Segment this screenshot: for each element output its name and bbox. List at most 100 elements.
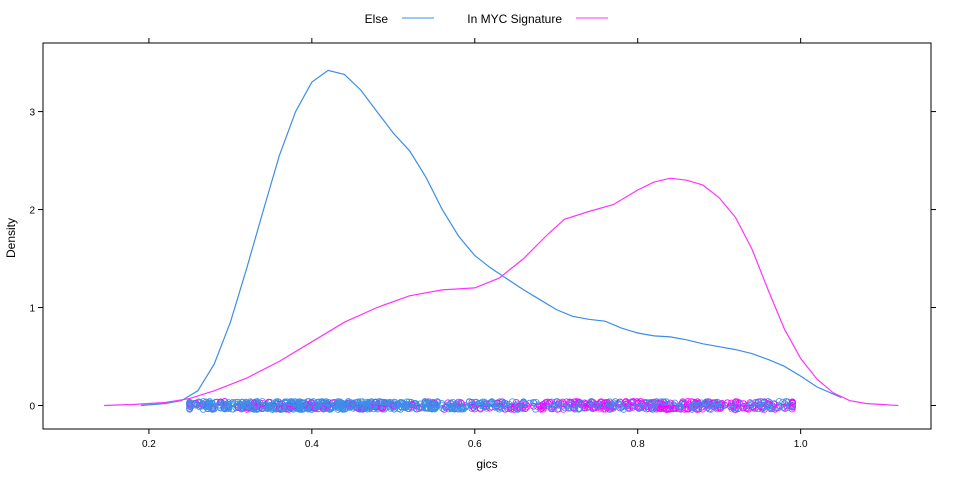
rug-else-67	[529, 399, 537, 406]
y-axis: 0 1 2 3	[29, 108, 936, 412]
rug-else-b-221	[547, 404, 555, 412]
rug-myc-261	[540, 404, 548, 411]
rug-else-b-251	[429, 398, 437, 406]
rug-else-b-88	[728, 405, 736, 413]
rug-else-b-107	[242, 400, 250, 408]
rug-else-697	[403, 401, 411, 408]
rug-else-b-146	[433, 402, 440, 410]
rug-myc-219	[664, 405, 672, 413]
rug-else-b-83	[479, 402, 487, 410]
rug-else-b-35	[422, 404, 430, 412]
rug-else-b-168	[753, 399, 760, 407]
rug-else-b-210	[318, 398, 326, 406]
rug-else-b-174	[590, 401, 598, 409]
rug-myc-290	[789, 399, 796, 406]
rug-else-b-159	[240, 402, 248, 410]
rug-else-b-87	[636, 403, 644, 411]
rug-else-b-137	[548, 403, 556, 411]
rug-else-b-91	[520, 398, 527, 406]
rug-else-b-213	[748, 400, 756, 408]
rug-else-b-56	[275, 398, 283, 406]
rug-myc-190	[663, 405, 670, 413]
rug-else-b-7	[662, 398, 670, 406]
rug-else-b-196	[199, 398, 207, 405]
x-tick-label-2: 0.6	[468, 439, 482, 450]
rug-else-557	[775, 398, 783, 405]
rug-myc-193	[367, 403, 374, 411]
rug-else-b-186	[640, 398, 648, 406]
rug-else-161	[438, 399, 445, 407]
rug-myc-224	[560, 400, 568, 408]
y-tick-label-1: 1	[29, 304, 35, 315]
rug-else-b-180	[669, 403, 677, 411]
rug-else-b-150	[515, 404, 523, 412]
rug-myc-225	[629, 398, 637, 405]
x-axis: 0.2 0.4 0.6 0.8 1.0	[142, 38, 808, 450]
rug-else-b-244	[696, 400, 704, 408]
legend-label-else: Else	[365, 12, 389, 26]
rug-myc-271	[687, 398, 695, 405]
rug-else-b-204	[425, 398, 433, 406]
rug-else-b-254	[555, 401, 563, 409]
rug-else-b-223	[493, 403, 501, 411]
rug-else-b-120	[594, 402, 602, 409]
y-tick-label-0: 0	[29, 401, 35, 412]
rug-else-b-230	[604, 403, 612, 411]
rug-else-b-19	[407, 399, 415, 406]
rug-else-b-119	[331, 402, 339, 410]
rug-myc-45	[780, 404, 788, 411]
legend-label-myc-signature: In MYC Signature	[467, 12, 562, 26]
rug-myc-156	[235, 404, 242, 411]
rug-else-b-224	[729, 404, 737, 411]
rug-else-b-153	[763, 401, 771, 408]
rug-else-b-240	[715, 403, 723, 411]
rug-myc-235	[652, 405, 660, 413]
rug-else-b-246	[285, 403, 293, 411]
rug-else-b-248	[589, 405, 596, 413]
rug-else-b-9	[312, 402, 320, 410]
rug-else-b-247	[622, 402, 630, 410]
rug-else-b-152	[412, 405, 420, 413]
rug-else-b-134	[502, 400, 510, 408]
rug-else-636	[232, 404, 240, 412]
series-line-myc-signature	[104, 177, 899, 407]
rug-points	[186, 398, 796, 413]
rug-else-b-179	[605, 400, 613, 408]
rug-myc-218	[733, 399, 741, 407]
rug-else-b-258	[203, 400, 211, 408]
rug-else-b-138	[434, 399, 442, 407]
x-tick-label-0: 0.2	[142, 439, 156, 450]
rug-else-b-109	[357, 398, 365, 406]
rug-else-b-145	[787, 402, 795, 409]
rug-else-b-144	[238, 398, 246, 406]
rug-else-b-163	[359, 402, 367, 410]
rug-myc-192	[285, 405, 293, 413]
rug-else-b-215	[575, 400, 583, 408]
rug-else-b-208	[469, 401, 477, 408]
rug-else-b-182	[206, 400, 214, 408]
x-axis-title: gics	[476, 457, 497, 471]
rug-else-b-187	[734, 398, 742, 406]
rug-myc-295	[746, 399, 754, 407]
series-line-else	[140, 69, 842, 407]
rug-else-b-229	[401, 401, 409, 408]
rug-else-b-65	[233, 402, 241, 410]
plot-frame	[42, 42, 932, 430]
rug-else-b-59	[677, 403, 685, 410]
rug-else-b-242	[246, 405, 254, 413]
rug-else-b-245	[323, 400, 331, 407]
rug-else-b-183	[610, 399, 617, 407]
rug-else-b-112	[628, 399, 636, 407]
rug-else-b-22	[304, 398, 311, 406]
rug-else-b-211	[267, 404, 274, 412]
rug-else-646	[351, 399, 359, 407]
legend: Else In MYC Signature	[365, 12, 608, 26]
rug-else-b-206	[618, 403, 626, 411]
rug-myc-171	[440, 405, 448, 413]
rug-else-b-257	[677, 405, 685, 413]
rug-else-b-55	[553, 398, 560, 406]
y-tick-label-3: 3	[29, 108, 35, 119]
rug-else-b-52	[342, 405, 349, 412]
rug-else-b-212	[220, 405, 228, 412]
rug-else-b-259	[702, 399, 710, 407]
